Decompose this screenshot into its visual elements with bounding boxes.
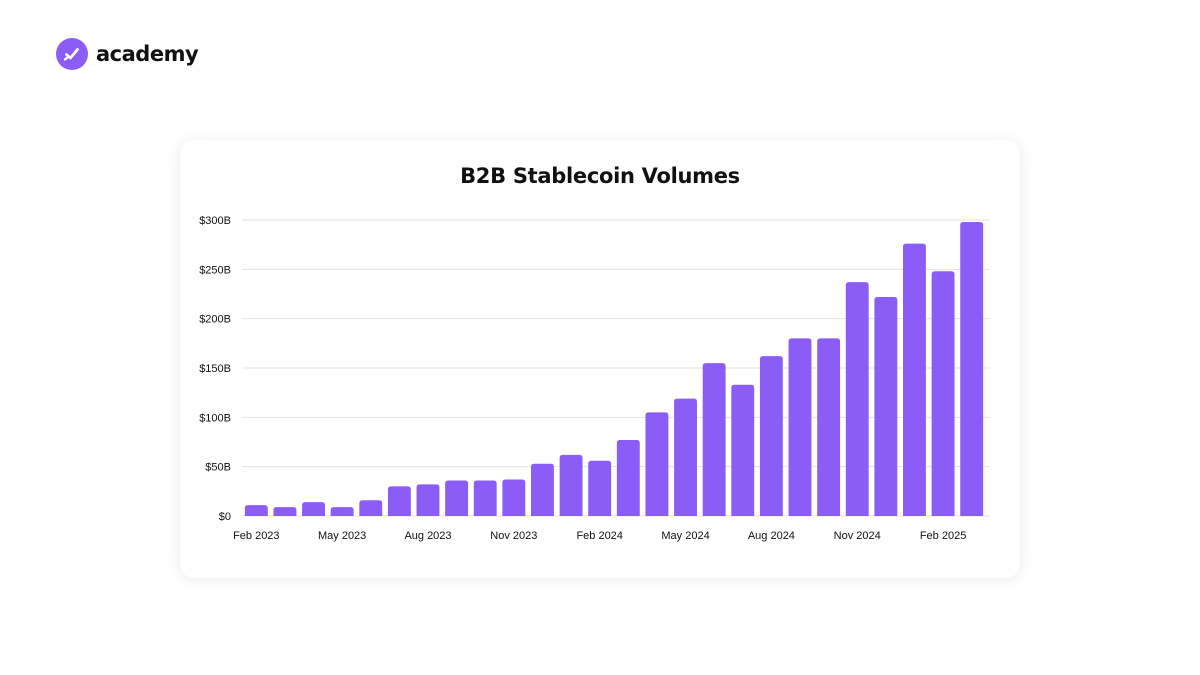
bar-may-2024 <box>674 398 697 516</box>
y-tick-label: $200B <box>199 314 231 326</box>
y-tick-label: $250B <box>199 264 231 276</box>
bar-jun-2024 <box>702 363 726 516</box>
x-tick-label: Nov 2024 <box>834 530 881 542</box>
bar-jan-2024 <box>559 454 583 516</box>
bar-feb-2023 <box>244 505 268 516</box>
x-tick-label: Feb 2023 <box>233 530 279 542</box>
x-tick-label: Feb 2024 <box>576 530 622 542</box>
bar-mar-2024 <box>616 440 640 516</box>
bar-dec-2023 <box>531 463 554 516</box>
bar-jul-2024 <box>731 384 755 516</box>
checkmark-icon <box>56 38 88 70</box>
bar-mar-2023 <box>273 507 297 516</box>
bar-mar-2025 <box>960 221 984 516</box>
bar-aug-2023 <box>416 484 440 516</box>
bar-dec-2024 <box>874 296 898 516</box>
x-tick-label: Nov 2023 <box>490 530 537 542</box>
y-tick-label: $50B <box>205 462 231 474</box>
x-tick-label: May 2023 <box>318 530 366 542</box>
bar-sep-2024 <box>788 338 812 516</box>
bar-aug-2024 <box>759 356 783 516</box>
bar-jun-2023 <box>359 500 383 516</box>
bar-sep-2023 <box>445 480 469 516</box>
bar-apr-2024 <box>645 412 669 516</box>
bar-oct-2024 <box>817 338 841 516</box>
bar-feb-2025 <box>931 271 955 516</box>
y-tick-label: $150B <box>199 363 231 375</box>
x-tick-label: Aug 2023 <box>404 530 451 542</box>
bar-nov-2024 <box>845 282 869 516</box>
brand-logo[interactable]: academy <box>56 38 199 70</box>
bar-feb-2024 <box>588 460 612 516</box>
bar-jan-2025 <box>903 243 926 516</box>
chart-card: B2B Stablecoin Volumes $0 $50B $100B $150B $… <box>180 140 1020 578</box>
x-tick-label: Feb 2025 <box>920 530 966 542</box>
x-tick-label: May 2024 <box>661 530 709 542</box>
y-tick-label: $0 <box>219 511 231 523</box>
y-tick-label: $300B <box>199 215 231 227</box>
brand-name: academy <box>96 42 199 66</box>
chart-title: B2B Stablecoin Volumes <box>460 164 740 188</box>
x-tick-label: Aug 2024 <box>748 530 795 542</box>
bar-apr-2023 <box>302 502 325 516</box>
y-tick-label: $100B <box>199 412 231 424</box>
bar-jul-2023 <box>387 486 411 516</box>
bar-oct-2023 <box>473 480 497 516</box>
bar-chart: $0 $50B $100B $150B $200B $250B $300B Feb 2023 M… <box>199 215 990 542</box>
bar-nov-2023 <box>502 479 526 516</box>
bar-may-2023 <box>330 507 354 516</box>
